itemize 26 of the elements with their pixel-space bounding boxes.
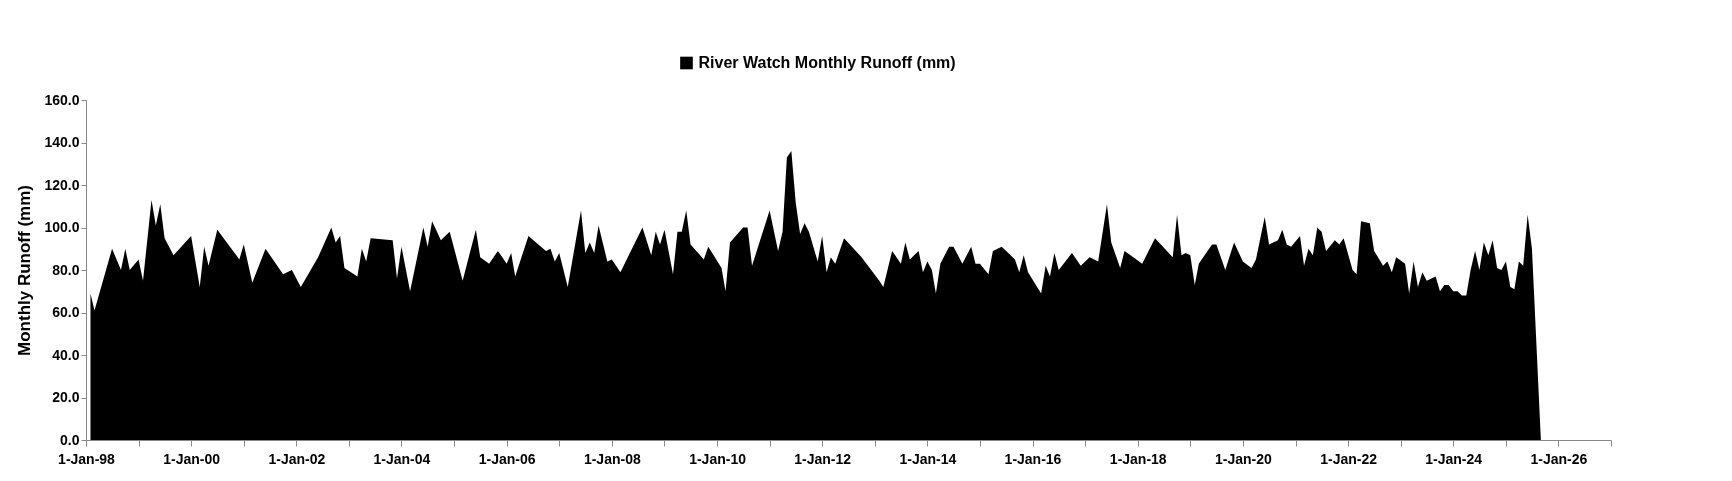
x-tick-label: 1-Jan-26	[1530, 450, 1588, 467]
x-tick-label: 1-Jan-24	[1425, 450, 1483, 467]
y-tick-label: 60.0	[52, 304, 80, 320]
x-tick-label: 1-Jan-16	[1004, 450, 1062, 467]
x-tick-label: 1-Jan-00	[163, 450, 221, 467]
x-tick-label: 1-Jan-02	[268, 450, 326, 467]
legend-label: River Watch Monthly Runoff (mm)	[698, 54, 956, 71]
x-tick-label: 1-Jan-18	[1109, 450, 1167, 467]
x-tick-label: 1-Jan-12	[794, 450, 852, 467]
y-tick-label: 100.0	[44, 219, 80, 235]
y-tick-label: 140.0	[44, 134, 80, 150]
x-tick-label: 1-Jan-22	[1320, 450, 1378, 467]
y-tick-label: 20.0	[52, 389, 80, 405]
x-tick-label: 1-Jan-98	[58, 450, 116, 467]
x-tick-label: 1-Jan-08	[583, 450, 641, 467]
y-axis-title: Monthly Runoff (mm)	[15, 185, 35, 356]
y-tick-label: 160.0	[44, 91, 80, 108]
y-tick-label: 120.0	[44, 176, 80, 193]
x-tick-label: 1-Jan-06	[478, 450, 536, 467]
x-tick-label: 1-Jan-20	[1214, 450, 1272, 467]
y-tick-label: 40.0	[52, 346, 80, 363]
y-tick-label: 80.0	[52, 261, 80, 278]
x-tick-label: 1-Jan-14	[899, 450, 957, 467]
x-tick-label: 1-Jan-10	[689, 450, 747, 467]
x-tick-label: 1-Jan-04	[373, 450, 431, 467]
y-tick-label: 0.0	[60, 431, 80, 448]
